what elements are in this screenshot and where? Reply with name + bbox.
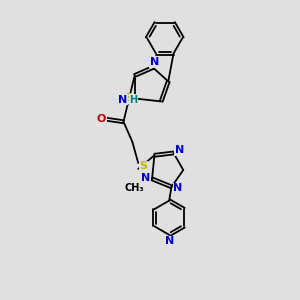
Text: N: N [173, 183, 183, 193]
Text: N: N [141, 173, 150, 183]
Text: O: O [97, 114, 106, 124]
Text: S: S [140, 161, 148, 172]
Text: S: S [124, 94, 132, 103]
Text: N: N [118, 94, 127, 105]
Text: N: N [164, 236, 174, 246]
Text: H: H [129, 94, 137, 105]
Text: N: N [175, 145, 184, 155]
Text: N: N [150, 57, 159, 67]
Text: CH₃: CH₃ [124, 183, 144, 193]
